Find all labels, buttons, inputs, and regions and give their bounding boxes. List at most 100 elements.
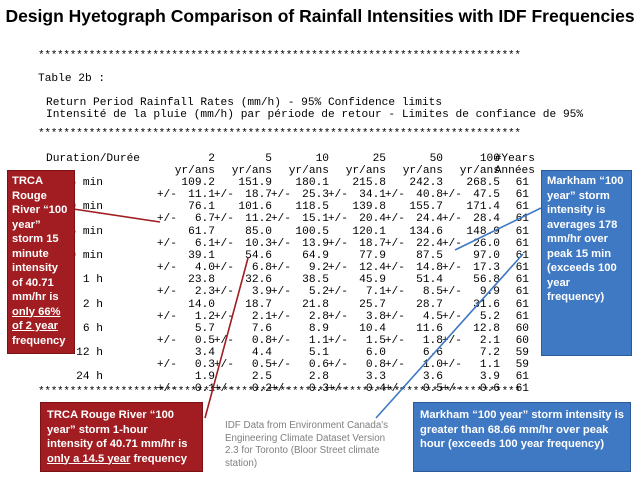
divider-mid: ****************************************… (38, 128, 521, 140)
table-cell-ci: 6.1 (194, 238, 215, 250)
table-cell-value: 85.0 (245, 226, 272, 238)
ci-prefix: +/- (441, 286, 462, 298)
row-years: 61 (515, 226, 529, 238)
row-duration: 1 h (82, 274, 103, 286)
row-years-ci: 59 (515, 359, 529, 371)
ci-prefix: +/- (441, 189, 462, 201)
table-cell-value: 5.7 (194, 323, 215, 335)
row-years-ci: 61 (515, 213, 529, 225)
header-period-25: 25 (372, 153, 386, 165)
table-cell-value: 6.6 (422, 347, 443, 359)
callout-rouge-15min-tail: frequency (12, 334, 66, 347)
table-cell-value: 28.7 (416, 299, 443, 311)
table-cell-value: 3.6 (422, 371, 443, 383)
ci-prefix: +/- (270, 359, 291, 371)
table-cell-value: 14.0 (188, 299, 215, 311)
table-cell-value: 2.8 (308, 371, 329, 383)
ci-prefix: +/- (213, 189, 234, 201)
table-cell-ci: 26.0 (473, 238, 500, 250)
table-cell-ci: 0.8 (365, 359, 386, 371)
ci-prefix: +/- (327, 335, 348, 347)
ci-prefix: +/- (156, 359, 177, 371)
table-cell-value: 8.9 (308, 323, 329, 335)
ci-prefix: +/- (327, 238, 348, 250)
header-period-50: 50 (429, 153, 443, 165)
table-cell-ci: 1.2 (194, 311, 215, 323)
table-cell-value: 51.4 (416, 274, 443, 286)
row-years-ci: 61 (515, 238, 529, 250)
table-cell-value: 45.9 (359, 274, 386, 286)
table-cell-ci: 24.4 (416, 213, 443, 225)
table-cell-value: 1.9 (194, 371, 215, 383)
row-years-ci: 61 (515, 189, 529, 201)
ci-prefix: +/- (213, 262, 234, 274)
table-cell-value: 134.6 (409, 226, 443, 238)
callout-rouge-1hour-tail: frequency (130, 452, 187, 465)
ci-prefix: +/- (384, 262, 405, 274)
table-cell-ci: 47.5 (473, 189, 500, 201)
table-cell-ci: 6.8 (251, 262, 272, 274)
ci-prefix: +/- (213, 335, 234, 347)
callout-markham-15min: Markham “100 year” storm intensity is av… (541, 170, 632, 356)
ci-prefix: +/- (156, 286, 177, 298)
table-cell-value: 101.6 (238, 201, 272, 213)
ci-prefix: +/- (270, 335, 291, 347)
table-cell-ci: 40.8 (416, 189, 443, 201)
table-cell-ci: 5.2 (308, 286, 329, 298)
table-cell-value: 3.3 (365, 371, 386, 383)
callout-rouge-1hour: TRCA Rouge River “100 year” storm 1-hour… (40, 402, 203, 472)
row-years: 61 (515, 299, 529, 311)
table-cell-ci: 0.3 (194, 359, 215, 371)
table-cell-value: 120.1 (352, 226, 386, 238)
table-cell-ci: 34.1 (359, 189, 386, 201)
table-cell-ci: 14.8 (416, 262, 443, 274)
ci-prefix: +/- (270, 238, 291, 250)
callout-rouge-15min: TRCA Rouge River “100 year” storm 15 min… (7, 170, 75, 354)
header-duration: Duration/Durée (46, 153, 140, 165)
table-cell-value: 39.1 (188, 250, 215, 262)
table-label: Table 2b : (38, 73, 106, 85)
ci-prefix: +/- (441, 262, 462, 274)
ci-prefix: +/- (441, 335, 462, 347)
table-cell-ci: 0.5 (251, 359, 272, 371)
table-cell-value: 139.8 (352, 201, 386, 213)
table-cell-value: 171.4 (466, 201, 500, 213)
divider-bottom: ****************************************… (38, 386, 521, 398)
row-years: 61 (515, 177, 529, 189)
row-years: 61 (515, 201, 529, 213)
table-cell-ci: 6.7 (194, 213, 215, 225)
ci-prefix: +/- (213, 213, 234, 225)
table-cell-ci: 20.4 (359, 213, 386, 225)
ci-prefix: +/- (384, 189, 405, 201)
header-unit: yr/ans (288, 165, 329, 177)
row-years: 59 (515, 347, 529, 359)
ci-prefix: +/- (441, 359, 462, 371)
table-cell-value: 54.6 (245, 250, 272, 262)
ci-prefix: +/- (441, 213, 462, 225)
table-cell-value: 21.8 (302, 299, 329, 311)
header-period-5: 5 (265, 153, 272, 165)
row-duration: 2 h (82, 299, 103, 311)
row-duration: 12 h (76, 347, 103, 359)
table-cell-ci: 5.2 (479, 311, 500, 323)
table-cell-value: 11.6 (416, 323, 443, 335)
ci-prefix: +/- (213, 238, 234, 250)
table-cell-ci: 1.1 (479, 359, 500, 371)
header-annees: Années (494, 165, 535, 177)
header-unit: yr/ans (402, 165, 443, 177)
row-years: 61 (515, 274, 529, 286)
ci-prefix: +/- (327, 189, 348, 201)
table-cell-ci: 4.0 (194, 262, 215, 274)
callout-rouge-15min-emphasis: only 66% of 2 year (12, 305, 61, 333)
table-cell-ci: 2.3 (194, 286, 215, 298)
table-cell-ci: 11.1 (188, 189, 215, 201)
table-cell-value: 12.8 (473, 323, 500, 335)
header-years: #Years (494, 153, 535, 165)
table-cell-value: 242.3 (409, 177, 443, 189)
table-cell-value: 118.5 (295, 201, 329, 213)
row-years: 61 (515, 250, 529, 262)
header-unit: yr/ans (231, 165, 272, 177)
table-cell-ci: 9.2 (308, 262, 329, 274)
ci-prefix: +/- (384, 359, 405, 371)
table-cell-value: 268.5 (466, 177, 500, 189)
